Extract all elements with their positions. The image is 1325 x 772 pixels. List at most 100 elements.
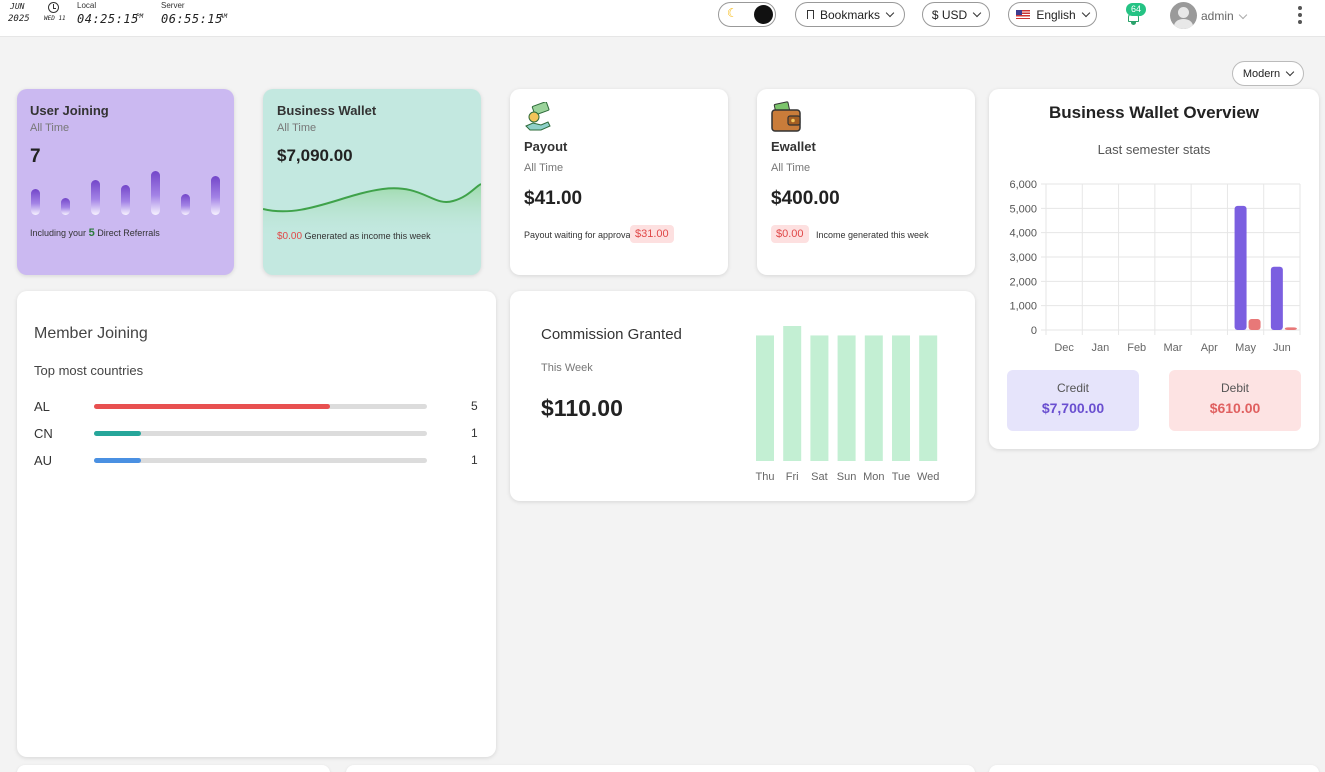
ewallet-footnote-text: Income generated this week: [816, 230, 929, 240]
clock-icon: [48, 2, 59, 13]
chevron-down-icon[interactable]: [1238, 10, 1248, 20]
business-wallet-sparkline: [263, 183, 481, 239]
user-joining-bar: [121, 185, 130, 215]
wallet-icon: [771, 101, 801, 132]
country-progress-track: [94, 458, 427, 463]
y-tick-label: 1,000: [1009, 301, 1037, 313]
currency-label: $ USD: [931, 7, 968, 22]
card-stub: [346, 765, 975, 772]
date-weekday: WED 11: [44, 15, 66, 22]
x-tick-label: Jan: [1092, 342, 1110, 354]
card-title: Ewallet: [771, 139, 816, 154]
user-joining-bar: [91, 180, 100, 215]
notification-badge: 64: [1126, 3, 1146, 16]
commission-title: Commission Granted: [541, 326, 682, 343]
moon-icon: ☾: [727, 6, 738, 20]
x-tick-label: Jun: [1273, 342, 1291, 354]
country-code: AL: [34, 399, 50, 414]
date-year: 2025: [8, 14, 30, 24]
more-menu-icon[interactable]: [1298, 6, 1302, 26]
country-code: CN: [34, 426, 53, 441]
y-tick-label: 3,000: [1009, 252, 1037, 264]
local-time-label: Local: [77, 1, 97, 10]
user-joining-bar: [31, 189, 40, 215]
x-tick-label: Fri: [786, 471, 799, 483]
credit-bar: [1234, 205, 1247, 330]
country-progress-track: [94, 404, 427, 409]
x-tick-label: Mon: [863, 471, 884, 483]
country-progress-fill: [94, 404, 331, 409]
debit-bar: [1284, 327, 1297, 330]
commission-bar-chart: Thu Fri Sat Sun Mon Tue Wed: [756, 326, 939, 483]
user-joining-value: 7: [30, 146, 41, 167]
commission-value: $110.00: [541, 395, 623, 421]
card-subtitle: All Time: [277, 122, 317, 134]
ewallet-card: Ewallet All Time $400.00 $0.00 Income ge…: [757, 89, 975, 275]
country-count: 5: [471, 399, 478, 413]
commission-bar: [756, 335, 774, 461]
x-tick-label: Mar: [1164, 342, 1183, 354]
member-joining-title: Member Joining: [34, 325, 148, 342]
user-joining-bar: [151, 170, 160, 215]
x-tick-label: Wed: [917, 471, 939, 483]
card-subtitle: All Time: [30, 122, 70, 134]
y-tick-label: 6,000: [1009, 179, 1037, 191]
business-wallet-footnote: $0.00 Generated as income this week: [277, 231, 431, 242]
theme-toggle[interactable]: ☾: [718, 2, 776, 27]
chevron-down-icon: [972, 8, 982, 17]
currency-select[interactable]: $ USD: [922, 2, 990, 27]
card-stub: [17, 765, 330, 772]
user-joining-bar: [211, 175, 220, 215]
user-joining-footnote: Including your 5 Direct Referrals: [30, 227, 160, 239]
bookmarks-label: Bookmarks: [819, 7, 881, 22]
user-joining-card: User Joining All Time 7 Including your 5…: [17, 89, 234, 275]
business-wallet-card: Business Wallet All Time $7,090.00 $0.00…: [263, 89, 481, 275]
top-bar: JUN 2025 WED 11 Local 04:25:15 PM Server…: [0, 0, 1325, 37]
business-wallet-value: $7,090.00: [277, 146, 353, 165]
card-subtitle: All Time: [771, 162, 811, 174]
x-tick-label: Apr: [1201, 342, 1218, 354]
user-name[interactable]: admin: [1201, 9, 1234, 23]
bookmarks-button[interactable]: Bookmarks: [795, 2, 905, 27]
bookmark-icon: [806, 10, 814, 21]
payout-footnote-text: Payout waiting for approval: [524, 230, 633, 240]
card-title: Business Wallet: [277, 103, 377, 118]
card-title: Payout: [524, 139, 568, 154]
payout-pending-amount: $31.00: [630, 225, 674, 243]
x-tick-label: Sun: [837, 471, 857, 483]
layout-mode-select[interactable]: Modern: [1232, 61, 1304, 86]
credit-summary: Credit $7,700.00: [1007, 370, 1139, 431]
country-code: AU: [34, 453, 53, 468]
y-tick-label: 4,000: [1009, 228, 1037, 240]
user-joining-bar: [181, 193, 190, 215]
member-joining-card: Member Joining Top most countries AL 5 CN 1…: [17, 291, 496, 757]
overview-subtitle: Last semester stats: [1097, 142, 1211, 157]
y-tick-label: 2,000: [1009, 276, 1037, 288]
local-ampm: PM: [136, 13, 144, 20]
card-stub: [989, 765, 1319, 772]
y-tick-label: 0: [1031, 325, 1037, 337]
chevron-down-icon: [1081, 8, 1090, 17]
x-tick-label: Dec: [1054, 342, 1074, 354]
country-progress-fill: [94, 458, 141, 463]
y-tick-label: 5,000: [1009, 203, 1037, 215]
us-flag-icon: [1016, 10, 1031, 19]
date-month: JUN: [10, 2, 25, 11]
footnote-text: Generated as income this week: [304, 231, 431, 241]
overview-bar-chart: 0 1,000 2,000 3,000 4,000 5,000 6,000 Dec Jan Feb…: [1009, 179, 1301, 354]
x-tick-label: May: [1235, 342, 1256, 354]
chevron-down-icon: [1285, 67, 1295, 76]
credit-label: Credit: [1056, 381, 1089, 395]
server-time: 06:55:15: [161, 12, 223, 26]
overview-title: Business Wallet Overview: [1048, 103, 1260, 122]
member-joining-subtitle: Top most countries: [34, 363, 144, 378]
x-tick-label: Sat: [811, 471, 828, 483]
avatar[interactable]: [1170, 2, 1197, 29]
footnote-amount: $0.00: [277, 231, 303, 242]
commission-bar: [892, 335, 910, 461]
language-select[interactable]: English: [1008, 2, 1097, 27]
commission-bar: [919, 335, 938, 461]
country-progress-track: [94, 431, 427, 436]
country-count: 1: [471, 453, 478, 467]
user-joining-bar: [61, 197, 70, 215]
